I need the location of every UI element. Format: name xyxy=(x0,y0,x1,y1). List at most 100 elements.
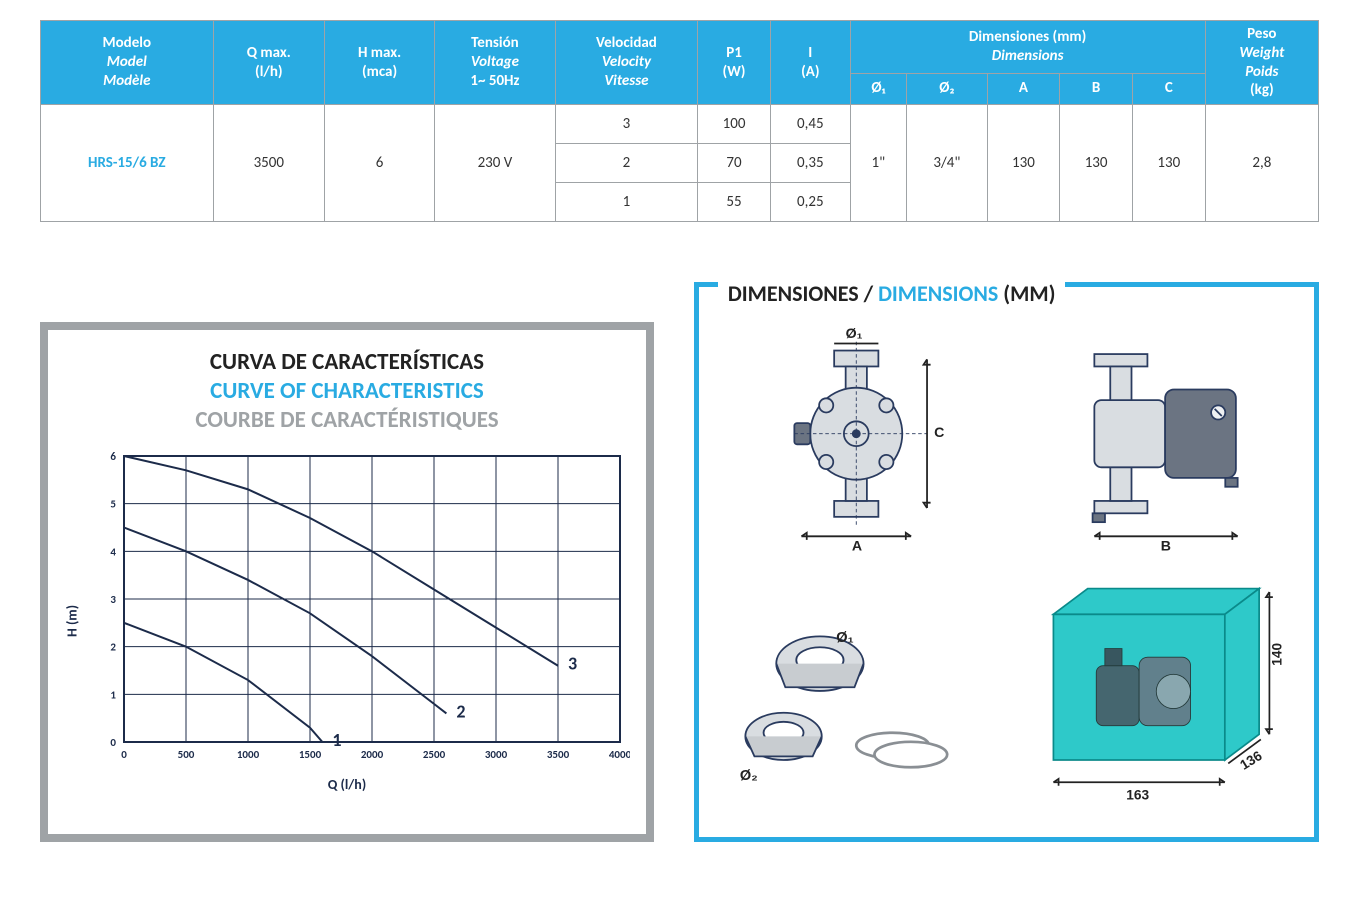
drawing-side-view: B xyxy=(1015,317,1298,560)
hdr-qmax-2: (l/h) xyxy=(255,63,283,81)
cell-speed-1: 2 xyxy=(555,144,697,183)
dim-title-unit: (MM) xyxy=(1003,280,1055,307)
col-p1: P1 (W) xyxy=(698,21,771,105)
hdr-wt-unit: (kg) xyxy=(1250,81,1274,99)
col-voltage: Tensión Voltage 1~ 50Hz xyxy=(435,21,556,105)
col-a: A xyxy=(987,73,1060,104)
hdr-spd-es: Velocidad xyxy=(596,34,657,52)
label-fit-d2: Ø₂ xyxy=(740,768,758,784)
hdr-p1-1: P1 xyxy=(726,44,742,62)
cell-p1-0: 100 xyxy=(698,105,771,144)
chart-title-fr: COURBE DE CARACTÉRISTIQUES xyxy=(62,406,632,435)
hdr-i-1: I xyxy=(808,44,812,62)
cell-b: 130 xyxy=(1060,105,1133,222)
svg-text:2: 2 xyxy=(456,701,465,723)
col-i: I (A) xyxy=(771,21,851,105)
col-d1: Ø₁ xyxy=(850,73,907,104)
col-weight: Peso Weight Poids (kg) xyxy=(1205,21,1318,105)
col-hmax: H max. (mca) xyxy=(325,21,435,105)
cell-c: 130 xyxy=(1132,105,1205,222)
hdr-model-fr: Modèle xyxy=(49,72,205,91)
dimensions-title: DIMENSIONES / DIMENSIONS (MM) xyxy=(718,280,1066,307)
hdr-spd-en: Velocity xyxy=(564,53,689,72)
label-fit-d1: Ø₁ xyxy=(836,629,853,645)
dim-title-en: DIMENSIONS xyxy=(878,280,998,307)
drawing-fittings-svg: Ø₁ Ø₂ xyxy=(715,600,998,800)
spec-table-head: Modelo Model Modèle Q max. (l/h) H max. … xyxy=(41,21,1319,105)
label-pkg-d: 136 xyxy=(1238,747,1266,772)
drawing-side-svg: B xyxy=(1015,324,1298,554)
cell-speed-2: 1 xyxy=(555,183,697,222)
hdr-wt-en: Weight xyxy=(1214,44,1310,63)
chart-panel: CURVA DE CARACTERÍSTICAS CURVE OF CHARAC… xyxy=(40,322,654,842)
hdr-volt-hz: 1~ 50Hz xyxy=(470,72,519,90)
svg-text:0: 0 xyxy=(110,736,116,749)
svg-text:0: 0 xyxy=(121,748,127,761)
col-dims-group: Dimensiones (mm) Dimensions xyxy=(850,21,1205,74)
hdr-wt-fr: Poids xyxy=(1214,63,1310,82)
chart-xlabel: Q (l/h) xyxy=(62,776,632,793)
svg-text:3500: 3500 xyxy=(547,748,570,761)
drawing-fittings: Ø₁ Ø₂ xyxy=(715,578,998,821)
svg-text:1: 1 xyxy=(110,689,116,702)
chart-svg: 0500100015002000250030003500400001234561… xyxy=(90,448,630,768)
cell-model: HRS-15/6 BZ xyxy=(41,105,214,222)
drawing-front-view: Ø₁ A C xyxy=(715,317,998,560)
cell-d1: 1" xyxy=(850,105,907,222)
chart-title-en: CURVE OF CHARACTERISTICS xyxy=(62,377,632,406)
svg-text:2000: 2000 xyxy=(361,748,384,761)
label-c: C xyxy=(934,424,944,440)
svg-text:500: 500 xyxy=(178,748,195,761)
dimensions-panel-outer: DIMENSIONES / DIMENSIONS (MM) xyxy=(694,282,1319,842)
cell-d2: 3/4" xyxy=(907,105,987,222)
cell-hmax: 6 xyxy=(325,105,435,222)
hdr-spd-fr: Vitesse xyxy=(564,72,689,91)
cell-weight: 2,8 xyxy=(1205,105,1318,222)
label-d1: Ø₁ xyxy=(846,325,863,341)
hdr-hmax-2: (mca) xyxy=(362,63,397,81)
hdr-volt-en: Voltage xyxy=(443,53,547,72)
col-speed: Velocidad Velocity Vitesse xyxy=(555,21,697,105)
dimensions-grid: Ø₁ A C xyxy=(715,317,1298,821)
hdr-model-es: Modelo xyxy=(103,34,152,52)
dim-title-slash: / xyxy=(864,280,873,307)
svg-text:6: 6 xyxy=(110,450,116,463)
svg-text:1000: 1000 xyxy=(237,748,260,761)
cell-p1-2: 55 xyxy=(698,183,771,222)
cell-i-1: 0,35 xyxy=(771,144,851,183)
cell-i-0: 0,45 xyxy=(771,105,851,144)
spec-table-body: HRS-15/6 BZ 3500 6 230 V 3 100 0,45 1" 3… xyxy=(41,105,1319,222)
svg-text:4000: 4000 xyxy=(609,748,630,761)
spec-table: Modelo Model Modèle Q max. (l/h) H max. … xyxy=(40,20,1319,222)
cell-i-2: 0,25 xyxy=(771,183,851,222)
dim-title-es: DIMENSIONES xyxy=(728,280,859,307)
col-qmax: Q max. (l/h) xyxy=(213,21,325,105)
drawing-package: 163 136 140 xyxy=(1015,578,1298,821)
chart-title: CURVA DE CARACTERÍSTICAS CURVE OF CHARAC… xyxy=(62,348,632,434)
svg-text:3: 3 xyxy=(568,653,577,675)
svg-text:5: 5 xyxy=(110,498,116,511)
hdr-model-en: Model xyxy=(49,53,205,72)
hdr-hmax-1: H max. xyxy=(358,44,401,62)
hdr-dims-en: Dimensions xyxy=(859,47,1197,66)
label-b: B xyxy=(1161,537,1171,553)
hdr-wt-es: Peso xyxy=(1247,25,1276,43)
col-model: Modelo Model Modèle xyxy=(41,21,214,105)
svg-text:1500: 1500 xyxy=(299,748,322,761)
hdr-i-2: (A) xyxy=(801,63,819,81)
svg-text:3000: 3000 xyxy=(485,748,508,761)
cell-a: 130 xyxy=(987,105,1060,222)
hdr-p1-2: (W) xyxy=(723,63,746,81)
dimensions-panel: Ø₁ A C xyxy=(694,282,1319,842)
chart-wrap: H (m) 0500100015002000250030003500400001… xyxy=(62,448,632,793)
svg-text:3: 3 xyxy=(110,593,116,606)
drawing-front-svg: Ø₁ A C xyxy=(715,324,998,554)
hdr-dims-es: Dimensiones (mm) xyxy=(969,28,1086,46)
hdr-qmax-1: Q max. xyxy=(247,44,291,62)
label-pkg-w: 163 xyxy=(1127,787,1150,802)
label-a: A xyxy=(852,537,862,553)
label-pkg-h: 140 xyxy=(1270,642,1285,665)
col-c: C xyxy=(1132,73,1205,104)
drawing-package-svg: 163 136 140 xyxy=(1015,580,1298,820)
chart-title-es: CURVA DE CARACTERÍSTICAS xyxy=(62,348,632,377)
